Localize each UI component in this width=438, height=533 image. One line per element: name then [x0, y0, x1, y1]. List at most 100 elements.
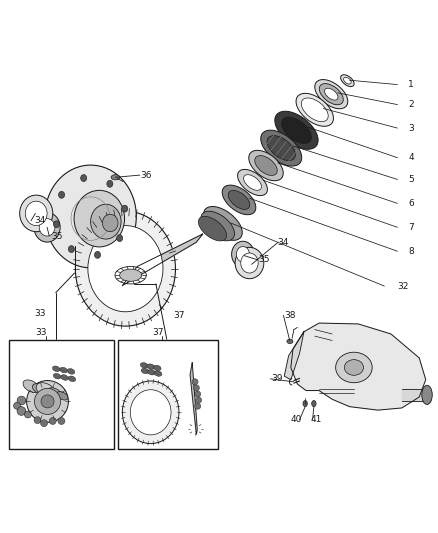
Ellipse shape	[204, 206, 242, 240]
Ellipse shape	[267, 135, 296, 160]
Bar	[118, 341, 218, 449]
Ellipse shape	[88, 225, 163, 312]
Polygon shape	[190, 363, 197, 434]
Ellipse shape	[122, 381, 179, 443]
Ellipse shape	[17, 407, 26, 415]
Ellipse shape	[68, 376, 76, 382]
Ellipse shape	[25, 201, 47, 225]
Ellipse shape	[23, 380, 39, 392]
Ellipse shape	[154, 371, 162, 376]
Ellipse shape	[17, 396, 26, 405]
Ellipse shape	[296, 93, 333, 126]
Ellipse shape	[194, 403, 201, 409]
Ellipse shape	[153, 365, 161, 370]
Text: 40: 40	[291, 415, 302, 424]
Ellipse shape	[344, 360, 364, 375]
Ellipse shape	[91, 204, 121, 239]
Text: 34: 34	[278, 238, 289, 247]
Text: 34: 34	[34, 216, 46, 225]
Ellipse shape	[255, 156, 277, 175]
Ellipse shape	[32, 384, 45, 394]
Ellipse shape	[49, 417, 56, 424]
Ellipse shape	[249, 150, 283, 181]
Ellipse shape	[14, 402, 21, 409]
Text: 33: 33	[34, 309, 46, 318]
Ellipse shape	[59, 191, 65, 198]
Ellipse shape	[237, 169, 268, 196]
Ellipse shape	[194, 391, 201, 397]
Ellipse shape	[74, 190, 124, 247]
Text: 4: 4	[408, 153, 414, 162]
Ellipse shape	[68, 246, 74, 253]
Text: 32: 32	[397, 281, 409, 290]
Ellipse shape	[201, 211, 234, 241]
Ellipse shape	[301, 98, 328, 122]
Ellipse shape	[336, 352, 372, 383]
Ellipse shape	[95, 252, 101, 259]
Ellipse shape	[111, 175, 120, 180]
Ellipse shape	[81, 175, 87, 182]
Polygon shape	[122, 234, 203, 286]
Text: 35: 35	[258, 255, 270, 264]
Polygon shape	[291, 323, 426, 410]
Ellipse shape	[53, 366, 60, 372]
Ellipse shape	[45, 165, 136, 268]
Ellipse shape	[60, 367, 67, 373]
Ellipse shape	[198, 216, 226, 241]
Ellipse shape	[34, 417, 41, 424]
Text: 8: 8	[408, 247, 414, 256]
Ellipse shape	[61, 375, 68, 380]
Ellipse shape	[36, 383, 56, 398]
Ellipse shape	[141, 368, 149, 374]
Ellipse shape	[341, 75, 354, 86]
Ellipse shape	[422, 385, 432, 405]
Ellipse shape	[57, 391, 68, 400]
Ellipse shape	[241, 253, 258, 273]
Text: 39: 39	[271, 374, 283, 383]
Ellipse shape	[122, 205, 128, 212]
Ellipse shape	[325, 88, 338, 100]
Text: 2: 2	[408, 100, 414, 109]
Text: 37: 37	[152, 328, 163, 337]
Ellipse shape	[319, 84, 343, 104]
Polygon shape	[402, 389, 430, 400]
Ellipse shape	[140, 362, 148, 368]
Ellipse shape	[312, 400, 316, 407]
Text: 38: 38	[284, 311, 296, 320]
Ellipse shape	[53, 221, 60, 228]
Ellipse shape	[237, 246, 250, 262]
Ellipse shape	[235, 247, 264, 279]
Text: 36: 36	[141, 171, 152, 180]
Ellipse shape	[232, 241, 254, 268]
Ellipse shape	[343, 77, 351, 84]
Ellipse shape	[102, 214, 118, 232]
Ellipse shape	[192, 379, 198, 385]
Ellipse shape	[35, 389, 60, 415]
Ellipse shape	[148, 369, 155, 375]
Bar	[9, 341, 114, 449]
Ellipse shape	[228, 190, 250, 209]
Ellipse shape	[25, 411, 32, 418]
Text: 33: 33	[35, 328, 47, 337]
Ellipse shape	[195, 397, 201, 403]
Ellipse shape	[75, 211, 176, 326]
Ellipse shape	[275, 111, 318, 149]
Ellipse shape	[41, 395, 54, 408]
Ellipse shape	[315, 79, 348, 109]
Ellipse shape	[53, 374, 61, 379]
Text: 37: 37	[173, 311, 185, 320]
Text: 5: 5	[408, 175, 414, 184]
Ellipse shape	[130, 390, 171, 435]
Ellipse shape	[147, 364, 155, 369]
Text: 41: 41	[311, 415, 322, 424]
Ellipse shape	[107, 180, 113, 187]
Ellipse shape	[27, 381, 68, 422]
Ellipse shape	[20, 195, 53, 232]
Polygon shape	[284, 332, 304, 379]
Text: 35: 35	[51, 231, 63, 240]
Ellipse shape	[222, 185, 256, 215]
Ellipse shape	[34, 213, 60, 242]
Ellipse shape	[58, 417, 65, 424]
Text: 6: 6	[408, 199, 414, 208]
Text: 7: 7	[408, 223, 414, 232]
